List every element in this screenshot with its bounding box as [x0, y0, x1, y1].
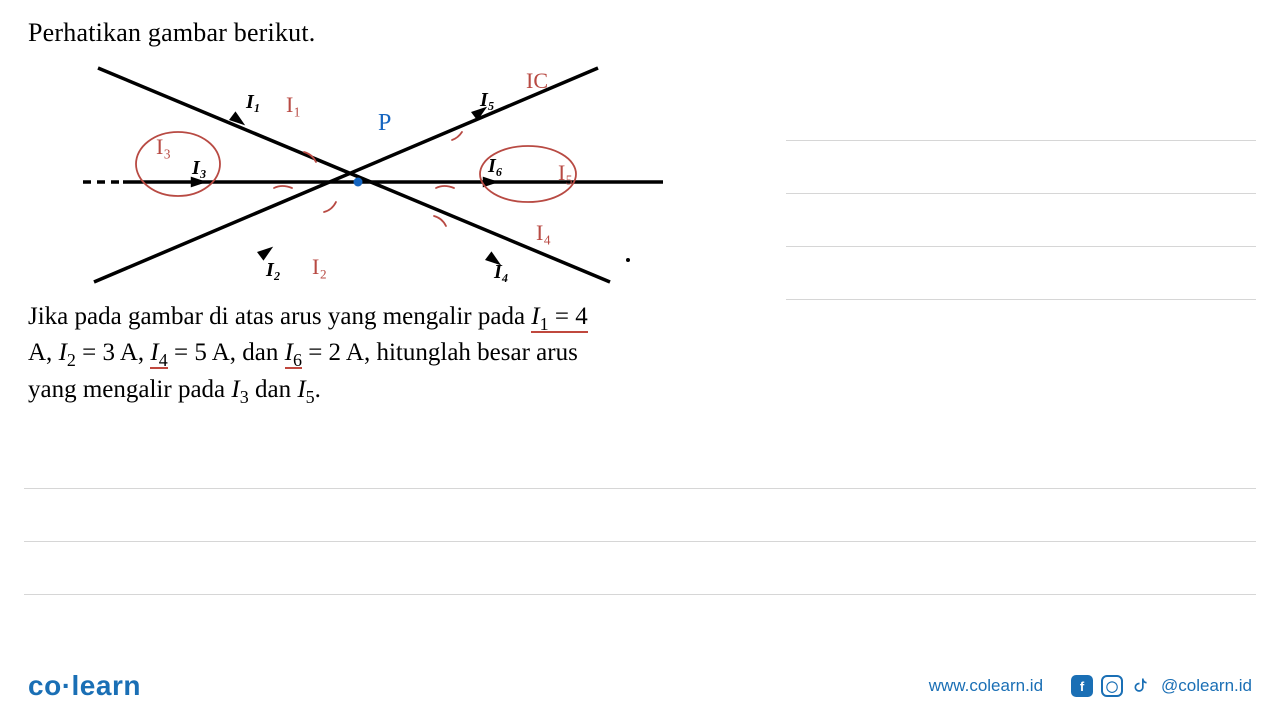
- tiktok-icon[interactable]: [1131, 675, 1153, 697]
- svg-text:I₁: I₁: [286, 92, 301, 117]
- svg-text:I₃: I₃: [191, 157, 207, 179]
- svg-text:I₂: I₂: [265, 259, 281, 281]
- body-l1a: Jika pada gambar di atas arus yang menga…: [28, 303, 531, 330]
- svg-text:P: P: [378, 110, 391, 136]
- svg-text:I₄: I₄: [536, 220, 551, 245]
- footer-url[interactable]: www.colearn.id: [929, 676, 1043, 696]
- facebook-icon[interactable]: f: [1071, 675, 1093, 697]
- brand-logo: co·learn: [28, 670, 141, 702]
- instagram-icon[interactable]: ◯: [1101, 675, 1123, 697]
- social-handle[interactable]: @colearn.id: [1161, 676, 1252, 696]
- page: Perhatikan gambar berikut. I₁ I₁ I₂ I₂ I₃ I₃ I…: [0, 0, 1280, 720]
- circuit-diagram: I₁I₁I₂I₂I₃I₃I₄I₄I₅ICI₆I₅P: [28, 52, 668, 292]
- title-text: Perhatikan gambar berikut.: [28, 18, 728, 48]
- body-l3a: yang mengalir pada: [28, 376, 231, 403]
- svg-text:I₂: I₂: [312, 254, 327, 279]
- diagram-svg: I₁I₁I₂I₂I₃I₃I₄I₄I₅ICI₆I₅P: [28, 52, 668, 292]
- svg-text:I₅: I₅: [558, 160, 573, 185]
- eq-i6: I6: [285, 339, 302, 369]
- question-body: Jika pada gambar di atas arus yang menga…: [28, 300, 728, 409]
- social-group: f ◯ @colearn.id: [1071, 675, 1252, 697]
- eq-i1: I1 = 4: [531, 303, 587, 333]
- ruled-lines-full: [24, 488, 1256, 647]
- content-column: Perhatikan gambar berikut. I₁ I₁ I₂ I₂ I₃ I₃ I…: [28, 18, 728, 409]
- svg-text:I₅: I₅: [479, 89, 495, 111]
- ruled-lines-right: [786, 140, 1256, 352]
- footer-right: www.colearn.id f ◯ @colearn.id: [929, 675, 1252, 697]
- footer: co·learn www.colearn.id f ◯ @colearn.id: [0, 670, 1280, 702]
- eq-i4: I4: [150, 339, 167, 369]
- body-l2a: A,: [28, 339, 59, 366]
- svg-text:I₁: I₁: [245, 91, 261, 113]
- svg-text:I₃: I₃: [156, 134, 171, 159]
- svg-text:I₄: I₄: [493, 261, 509, 283]
- svg-text:IC: IC: [526, 68, 548, 93]
